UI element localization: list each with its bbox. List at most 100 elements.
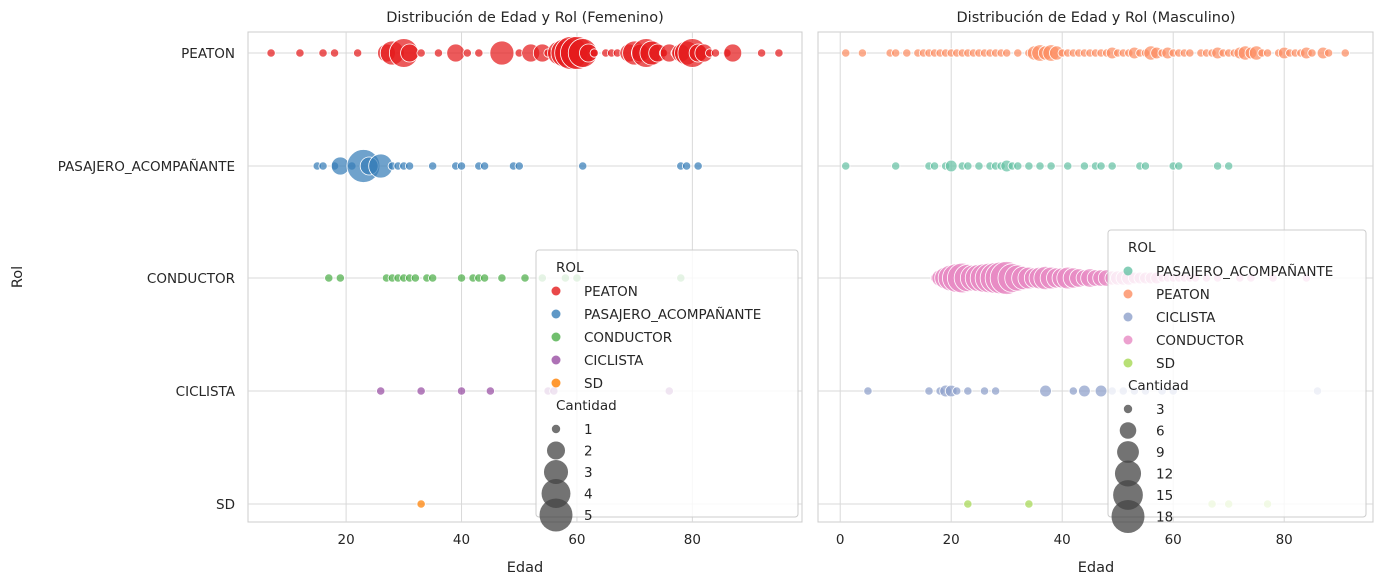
point-pasajero-acompa-ante — [404, 161, 415, 171]
point-pasajero-acompa-ante — [1035, 161, 1045, 171]
legend-size-label: 5 — [584, 508, 593, 524]
point-peaton — [400, 43, 419, 63]
point-peaton — [757, 48, 767, 58]
point-pasajero-acompa-ante — [514, 161, 524, 171]
point-ciclista — [1078, 384, 1091, 398]
point-ciclista — [979, 386, 990, 396]
legend-size-marker — [539, 498, 573, 532]
point-peaton — [1262, 48, 1273, 58]
point-pasajero-acompa-ante — [1174, 161, 1184, 171]
legend-label: PASAJERO_ACOMPAÑANTE — [584, 306, 761, 323]
legend-size-label: 15 — [1156, 488, 1173, 504]
chart-title-femenino: Distribución de Edad y Rol (Femenino) — [386, 10, 664, 26]
legend-size-label: 3 — [1156, 402, 1165, 418]
x-tick-label: 60 — [568, 532, 585, 548]
point-pasajero-acompa-ante — [1063, 161, 1073, 171]
point-pasajero-acompa-ante — [1224, 161, 1234, 171]
legend-title-size: Cantidad — [1128, 378, 1189, 394]
legend-label: PEATON — [1156, 287, 1210, 303]
point-ciclista — [1039, 384, 1052, 398]
point-peaton — [318, 48, 328, 58]
legend-label: PEATON — [584, 284, 638, 300]
legend-size-label: 3 — [584, 465, 593, 481]
x-tick-label: 20 — [338, 532, 355, 548]
chart-title-masculino: Distribución de Edad y Rol (Masculino) — [957, 10, 1236, 26]
legend-label: PASAJERO_ACOMPAÑANTE — [1156, 263, 1333, 280]
point-conductor — [497, 273, 507, 283]
y-tick-label: CONDUCTOR — [147, 271, 235, 287]
point-conductor — [335, 273, 345, 283]
legend-marker-ciclista — [1123, 312, 1133, 322]
legend-marker-conductor — [1123, 335, 1133, 345]
legend-size-marker — [551, 424, 561, 434]
legend-marker-pasajero-acompa-ante — [1123, 266, 1133, 276]
point-ciclista — [485, 386, 495, 396]
point-pasajero-acompa-ante — [841, 161, 851, 171]
legend-label: CICLISTA — [1156, 310, 1216, 326]
legend-box — [535, 249, 799, 518]
point-peaton — [266, 48, 276, 58]
legend-size-marker — [1119, 422, 1137, 439]
point-conductor — [480, 273, 490, 283]
point-conductor — [456, 273, 467, 283]
legend-size-label: 1 — [584, 422, 593, 438]
point-pasajero-acompa-ante — [1096, 161, 1106, 171]
points-masculino — [841, 44, 1350, 509]
chart-panel-masculino: 0 20 40 60 80 Distribución de Edad y Rol (Ma… — [817, 10, 1374, 576]
y-tick-label: CICLISTA — [176, 384, 236, 400]
point-peaton — [1307, 48, 1317, 58]
point-peaton — [329, 48, 340, 58]
point-pasajero-acompa-ante — [318, 161, 328, 171]
legend-label: SD — [584, 376, 603, 392]
point-pasajero-acompa-ante — [944, 159, 958, 173]
point-peaton — [353, 48, 363, 58]
point-pasajero-acompa-ante — [1140, 161, 1151, 171]
point-peaton — [416, 48, 426, 58]
point-peaton — [891, 48, 901, 58]
point-pasajero-acompa-ante — [1046, 161, 1056, 171]
x-tick-label: 0 — [836, 532, 845, 548]
legend-size-label: 9 — [1156, 445, 1165, 461]
point-pasajero-acompa-ante — [963, 161, 973, 171]
x-tick-label: 40 — [1054, 532, 1071, 548]
point-ciclista — [990, 386, 1001, 396]
legend-size-marker — [543, 459, 569, 485]
legend-box — [1107, 229, 1367, 518]
x-axis-label-femenino: Edad — [507, 560, 543, 576]
y-tick-label: PASAJERO_ACOMPAÑANTE — [58, 158, 235, 175]
point-pasajero-acompa-ante — [428, 161, 438, 171]
point-ciclista — [1068, 386, 1078, 396]
x-axis-label-masculino: Edad — [1078, 560, 1114, 576]
point-pasajero-acompa-ante — [681, 161, 692, 171]
legend-marker-peaton — [1123, 289, 1133, 299]
point-conductor — [428, 273, 438, 283]
x-tick-label: 20 — [943, 532, 960, 548]
point-ciclista — [456, 386, 467, 396]
point-peaton — [446, 43, 466, 63]
point-ciclista — [376, 386, 386, 396]
point-pasajero-acompa-ante — [1213, 161, 1223, 171]
y-tick-label: SD — [216, 497, 235, 513]
point-peaton — [433, 48, 444, 58]
point-peaton — [589, 48, 599, 58]
point-peaton — [902, 48, 912, 58]
point-peaton — [1002, 48, 1012, 58]
legend-label: CONDUCTOR — [1156, 333, 1244, 349]
point-pasajero-acompa-ante — [891, 161, 901, 171]
legend-size-label: 12 — [1156, 467, 1173, 483]
point-pasajero-acompa-ante — [1024, 161, 1034, 171]
legend-label: CONDUCTOR — [584, 330, 672, 346]
x-tick-label: 60 — [1165, 532, 1182, 548]
point-conductor — [324, 273, 334, 283]
point-pasajero-acompa-ante — [1079, 161, 1090, 171]
point-pasajero-acompa-ante — [480, 161, 490, 171]
point-pasajero-acompa-ante — [578, 161, 588, 171]
plot-frame-masculino — [817, 31, 1374, 523]
y-ticks-femenino: PEATON PASAJERO_ACOMPAÑANTE CONDUCTOR CICLI… — [58, 46, 236, 513]
legend-marker-peaton — [551, 286, 561, 296]
legend-size-label: 18 — [1156, 510, 1173, 526]
legend-label: CICLISTA — [584, 353, 644, 369]
point-peaton — [295, 48, 305, 58]
point-peaton — [710, 48, 721, 58]
